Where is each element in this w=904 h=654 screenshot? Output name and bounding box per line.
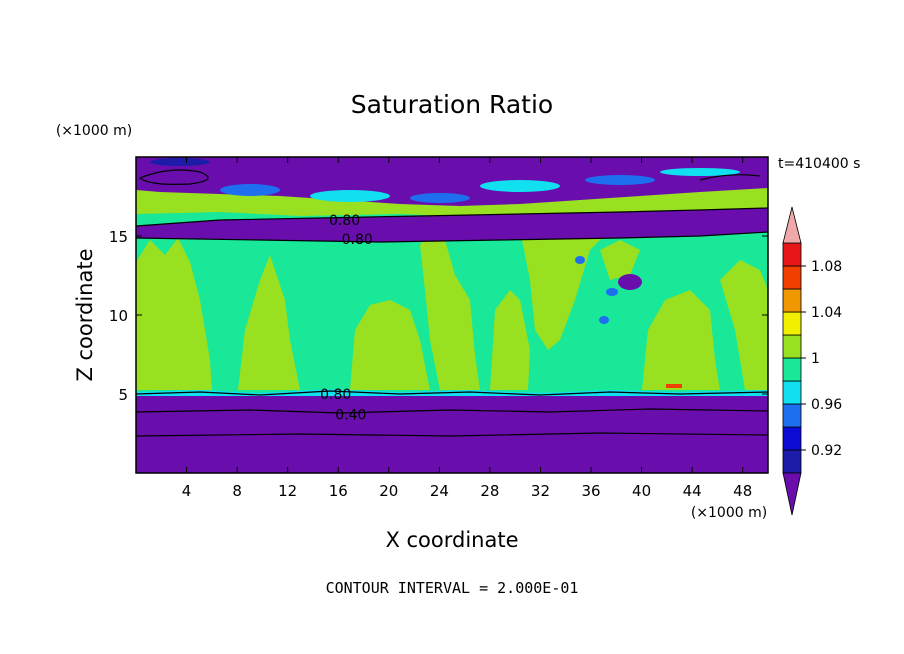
colorbar-tick-label: 0.92 <box>811 443 842 459</box>
colorbar-swatch <box>782 380 802 405</box>
contour-label-layer: 0.80 0.80 0.80 0.40 <box>320 213 373 423</box>
colorbar-tick-label: 1.04 <box>811 305 842 321</box>
tropopause-dry-band <box>136 208 768 242</box>
x-unit-label: (×1000 m) <box>691 505 767 521</box>
colorbar-swatch <box>782 449 802 474</box>
colorbar-under-triangle <box>782 472 802 516</box>
x-tick-label: 12 <box>278 482 297 500</box>
x-tick-label: 16 <box>329 482 348 500</box>
y-tick-label: 5 <box>118 386 128 404</box>
x-tick-label: 40 <box>632 482 651 500</box>
colorbar-swatch <box>782 426 802 451</box>
x-tick-label: 48 <box>733 482 752 500</box>
time-label: t=410400 s <box>778 156 860 172</box>
upper-blue-patches <box>150 158 740 203</box>
x-tick-label: 24 <box>430 482 449 500</box>
colorbar-tick-label: 0.96 <box>811 397 842 413</box>
colorbar-swatch <box>782 357 802 382</box>
y-axis-title: Z coordinate <box>73 248 97 381</box>
colorbar-tick-label: 1 <box>811 351 820 367</box>
y-unit-label: (×1000 m) <box>56 123 132 139</box>
colorbar-swatch <box>782 403 802 428</box>
contour-interval-note: CONTOUR INTERVAL = 2.000E-01 <box>326 579 579 597</box>
x-tick-label: 32 <box>531 482 550 500</box>
x-tick-label: 28 <box>480 482 499 500</box>
x-axis: 4 8 12 16 20 24 28 32 36 40 44 48 <box>182 157 752 500</box>
contour-field <box>136 157 768 473</box>
x-tick-label: 36 <box>581 482 600 500</box>
y-tick-label: 10 <box>109 307 128 325</box>
contour-label: 0.80 <box>342 232 373 248</box>
contour-label: 0.40 <box>335 408 366 424</box>
mid-dry-spots <box>575 256 682 388</box>
y-axis: 5 10 15 <box>109 228 768 404</box>
colorbar-swatch <box>782 334 802 359</box>
colorbar-swatch <box>782 242 802 267</box>
x-tick-label: 4 <box>182 482 192 500</box>
colorbar-tick-label: 1.08 <box>811 259 842 275</box>
colorbar-ticks: 0.92 0.96 1 1.04 1.08 <box>801 259 842 459</box>
colorbar <box>782 206 802 516</box>
colorbar-swatch <box>782 288 802 313</box>
upper-dry-layer <box>136 157 768 206</box>
colorbar-over-triangle <box>782 206 802 244</box>
colorbar-swatch <box>782 265 802 290</box>
x-tick-label: 8 <box>232 482 242 500</box>
chart-title: Saturation Ratio <box>351 90 553 119</box>
contour-label: 0.80 <box>329 213 360 229</box>
x-axis-title: X coordinate <box>385 528 518 552</box>
x-tick-label: 44 <box>683 482 702 500</box>
y-tick-label: 15 <box>109 228 128 246</box>
contour-label: 0.80 <box>320 387 351 403</box>
colorbar-swatch <box>782 311 802 336</box>
x-tick-label: 20 <box>379 482 398 500</box>
contour-lines <box>136 169 768 437</box>
